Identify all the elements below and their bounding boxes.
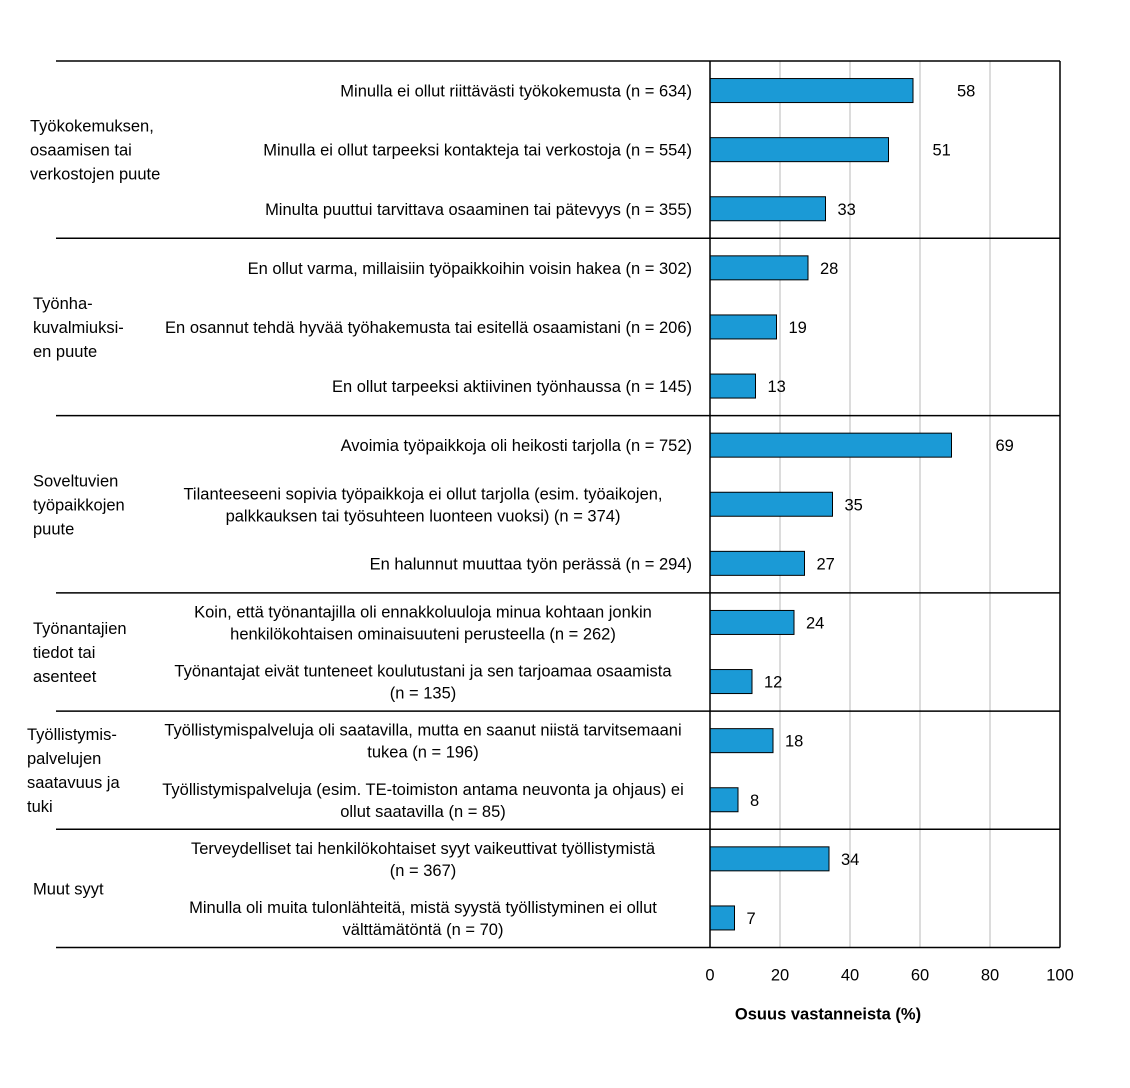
x-tick-label: 100 [1046, 967, 1074, 985]
group-label: Muut syyt [33, 880, 104, 898]
x-tick-label: 0 [705, 967, 714, 985]
category-label: En ollut varma, millaisiin työpaikkoihin… [248, 260, 692, 278]
category-label: Minulla oli muita tulonlähteitä, mistä s… [189, 899, 657, 939]
category-label: Minulla ei ollut tarpeeksi kontakteja ta… [263, 142, 692, 160]
category-label: Työllistymispalveluja (esim. TE-toimisto… [162, 781, 684, 821]
category-label: En ollut tarpeeksi aktiivinen työnhaussa… [332, 378, 692, 396]
category-label: Avoimia työpaikkoja oli heikosti tarjoll… [341, 437, 692, 455]
bar [709, 846, 830, 872]
bar [709, 491, 833, 517]
bar [709, 314, 777, 340]
x-axis-title: Osuus vastanneista (%) [735, 1006, 921, 1024]
category-label: Tilanteeseeni sopivia työpaikkoja ei oll… [183, 485, 662, 525]
data-label: 8 [750, 792, 759, 810]
group-label: Työnantajien tiedot tai asenteet [33, 620, 127, 686]
data-label: 19 [789, 319, 807, 337]
x-tick-label: 60 [911, 967, 929, 985]
bar [709, 78, 914, 104]
data-label: 34 [841, 851, 859, 869]
bar [709, 373, 756, 399]
bar [709, 137, 889, 163]
data-label: 35 [845, 496, 863, 514]
category-label: Minulta puuttui tarvittava osaaminen tai… [265, 201, 692, 219]
bar [709, 609, 795, 635]
data-label: 12 [764, 674, 782, 692]
bar [709, 432, 952, 458]
data-label: 28 [820, 260, 838, 278]
category-label: En halunnut muuttaa työn perässä (n = 29… [370, 555, 692, 573]
category-label: Minulla ei ollut riittävästi työkokemust… [340, 83, 692, 101]
bar [709, 787, 739, 813]
data-label: 18 [785, 733, 803, 751]
x-tick-label: 20 [771, 967, 789, 985]
bar [709, 669, 753, 695]
data-label: 69 [996, 437, 1014, 455]
x-tick-label: 40 [841, 967, 859, 985]
category-label: Terveydelliset tai henkilökohtaiset syyt… [191, 840, 656, 880]
data-label: 27 [817, 555, 835, 573]
data-label: 33 [838, 201, 856, 219]
bar [709, 255, 809, 281]
data-label: 13 [768, 378, 786, 396]
group-label: Soveltuvien työpaikkojen puute [33, 472, 125, 538]
bar [709, 905, 735, 931]
group-label: Työkokemuksen, osaamisen tai verkostojen p… [30, 118, 160, 184]
category-label: Työnantajat eivät tunteneet koulutustani… [174, 663, 672, 703]
group-label: Työllistymis-palvelujen saatavuus ja tuki [27, 726, 120, 816]
category-label: En osannut tehdä hyvää työhakemusta tai … [165, 319, 692, 337]
bar [709, 196, 826, 222]
data-label: 24 [806, 614, 824, 632]
category-label: Työllistymispalveluja oli saatavilla, mu… [164, 722, 681, 762]
data-label: 51 [933, 142, 951, 160]
data-label: 58 [957, 83, 975, 101]
category-label: Koin, että työnantajilla oli ennakkoluul… [194, 603, 652, 643]
group-label: Työnha-kuvalmiuksi-en puute [33, 295, 124, 361]
bar [709, 728, 774, 754]
data-label: 7 [747, 910, 756, 928]
x-tick-label: 80 [981, 967, 999, 985]
bar [709, 550, 805, 576]
